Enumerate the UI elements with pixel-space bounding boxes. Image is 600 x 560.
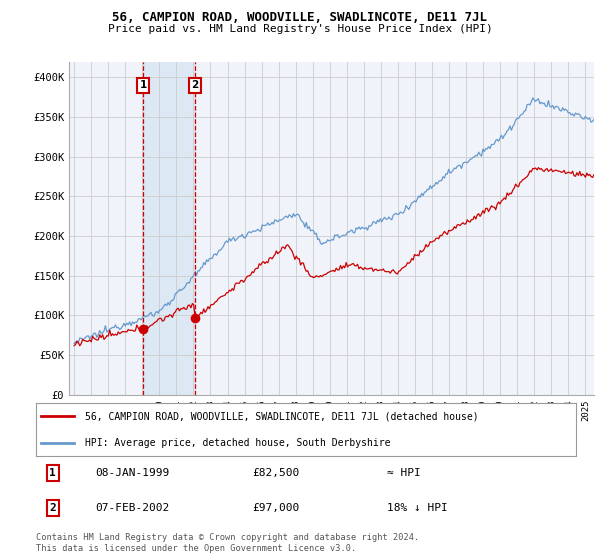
- Text: 2: 2: [49, 503, 56, 513]
- Text: £97,000: £97,000: [252, 503, 299, 513]
- Text: 2: 2: [191, 81, 199, 90]
- Text: 56, CAMPION ROAD, WOODVILLE, SWADLINCOTE, DE11 7JL: 56, CAMPION ROAD, WOODVILLE, SWADLINCOTE…: [113, 11, 487, 24]
- Bar: [143, 62, 195, 395]
- Text: HPI: Average price, detached house, South Derbyshire: HPI: Average price, detached house, Sout…: [85, 438, 390, 448]
- Text: Price paid vs. HM Land Registry's House Price Index (HPI): Price paid vs. HM Land Registry's House …: [107, 24, 493, 34]
- Text: ≈ HPI: ≈ HPI: [387, 468, 421, 478]
- Text: 56, CAMPION ROAD, WOODVILLE, SWADLINCOTE, DE11 7JL (detached house): 56, CAMPION ROAD, WOODVILLE, SWADLINCOTE…: [85, 412, 478, 422]
- Text: 08-JAN-1999: 08-JAN-1999: [95, 468, 170, 478]
- Text: £82,500: £82,500: [252, 468, 299, 478]
- Text: 07-FEB-2002: 07-FEB-2002: [95, 503, 170, 513]
- Text: Contains HM Land Registry data © Crown copyright and database right 2024.
This d: Contains HM Land Registry data © Crown c…: [36, 533, 419, 553]
- Text: 1: 1: [49, 468, 56, 478]
- Text: 1: 1: [140, 81, 147, 90]
- Text: 18% ↓ HPI: 18% ↓ HPI: [387, 503, 448, 513]
